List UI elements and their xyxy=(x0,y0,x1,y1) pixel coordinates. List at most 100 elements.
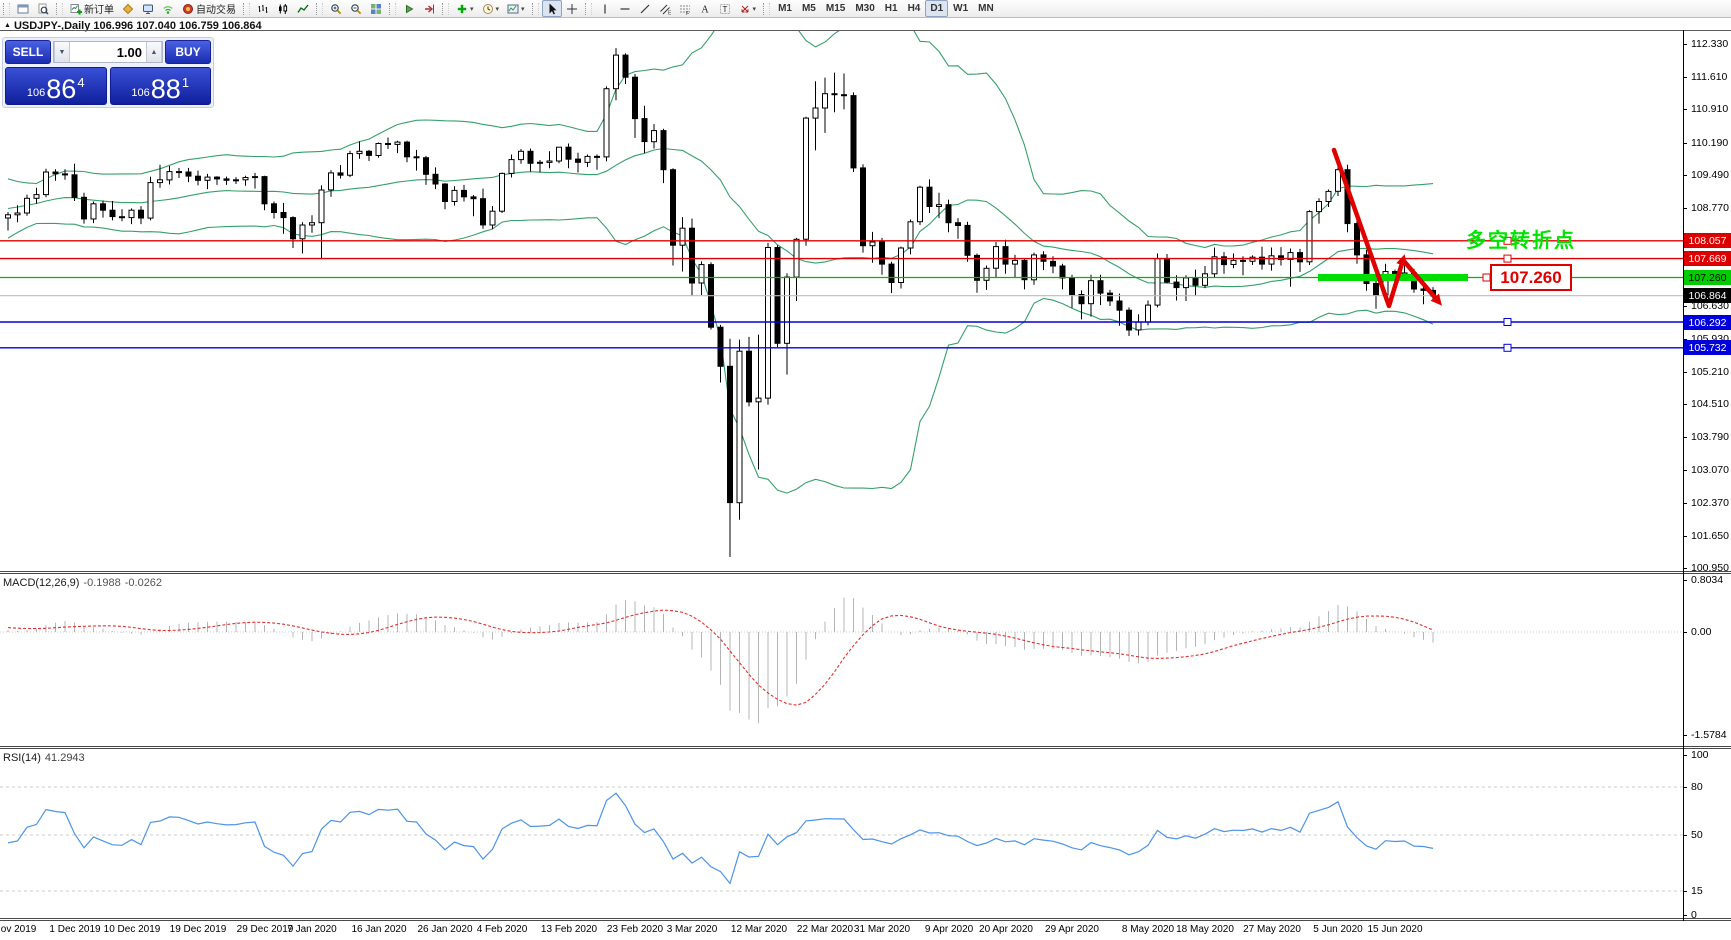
toolbar-cursor-button[interactable] xyxy=(541,0,562,17)
pane-separator[interactable] xyxy=(0,748,1731,749)
timeframe-m5-button[interactable]: M5 xyxy=(801,3,816,14)
toolbar-tile-windows-button[interactable] xyxy=(366,0,386,17)
macd-name: MACD(12,26,9) xyxy=(3,577,80,589)
timeframe-d1-button[interactable]: D1 xyxy=(925,0,949,17)
chevron-down-icon[interactable]: ▾ xyxy=(495,5,500,13)
toolbar-zoom-in-button[interactable] xyxy=(326,0,346,17)
hline-handle[interactable] xyxy=(1503,254,1512,263)
toolbar-text-label-tool-button[interactable]: T xyxy=(715,0,735,17)
sell-button[interactable]: SELL xyxy=(5,40,51,64)
candle-body xyxy=(584,155,591,163)
time-axis-label: 5 Jun 2020 xyxy=(1313,924,1363,935)
toolbar-auto-scroll-button[interactable] xyxy=(399,0,419,17)
hline-handle[interactable] xyxy=(1503,343,1512,352)
toolbar-horizontal-line-tool-button[interactable] xyxy=(615,0,635,17)
macd-tick-label: 0.00 xyxy=(1691,626,1712,638)
time-axis-label: 21 Nov 2019 xyxy=(0,924,37,935)
candle-body xyxy=(898,247,904,283)
toolbar-market-watch-button[interactable] xyxy=(138,0,158,17)
hline-handle[interactable] xyxy=(1503,236,1512,245)
price-tick xyxy=(1683,470,1687,471)
toolbar-zoom-out-button[interactable] xyxy=(346,0,366,17)
candle-body xyxy=(62,173,68,176)
rsi-name: RSI(14) xyxy=(3,752,41,764)
timeframe-h1-button[interactable]: H1 xyxy=(884,3,898,14)
pane-separator[interactable] xyxy=(0,571,1731,572)
rsi-tick xyxy=(1683,891,1687,892)
candle-body xyxy=(936,204,942,207)
price-tick-label: 110.910 xyxy=(1691,103,1729,115)
candle-body xyxy=(214,176,220,180)
timeframe-m1-button[interactable]: M1 xyxy=(778,3,792,14)
toolbar-crosshair-button[interactable] xyxy=(562,0,582,17)
toolbar-chart-shift-button[interactable] xyxy=(419,0,439,17)
toolbar-trendline-tool-button[interactable] xyxy=(635,0,655,17)
toolbar-vertical-line-tool-button[interactable] xyxy=(595,0,615,17)
candle-body xyxy=(1069,277,1075,295)
toolbar-templates-button[interactable]: ▾ xyxy=(503,0,529,17)
price-tick-label: 111.610 xyxy=(1691,71,1728,83)
support-band-annotation[interactable] xyxy=(1318,274,1468,281)
toolbar-periods-button[interactable]: ▾ xyxy=(478,0,504,17)
toolbar-signals-button[interactable] xyxy=(158,0,178,17)
chevron-down-icon[interactable]: ▾ xyxy=(470,5,474,13)
chevron-down-icon[interactable]: ▾ xyxy=(521,5,525,13)
price-axis[interactable] xyxy=(1683,30,1684,921)
macd-label: MACD(12,26,9) -0.1988 -0.0262 xyxy=(3,577,166,589)
toolbar-arrows-tool-button[interactable]: ▾ xyxy=(735,0,761,17)
toolbar-bar-chart-mode-button[interactable] xyxy=(253,0,273,17)
price-callout-box[interactable]: 107.260 xyxy=(1490,264,1572,291)
toolbar-text-tool-button[interactable]: A xyxy=(695,0,715,17)
candle-body xyxy=(299,224,306,240)
hline-handle[interactable] xyxy=(1503,318,1512,326)
candle-body xyxy=(1354,223,1360,256)
macd-pane[interactable] xyxy=(0,574,1731,746)
timeframe-mn-button[interactable]: MN xyxy=(978,3,994,14)
toolbar-fibonacci-tool-button[interactable]: F xyxy=(675,0,695,17)
timeframe-w1-button[interactable]: W1 xyxy=(953,3,969,14)
candle-body xyxy=(527,150,534,164)
autotrade-icon xyxy=(183,3,193,14)
price-chart[interactable] xyxy=(0,0,1731,571)
toolbar-channel-tool-button[interactable]: E xyxy=(655,0,675,17)
volume-up-button[interactable]: ▲ xyxy=(146,42,162,62)
time-axis-label: 26 Jan 2020 xyxy=(417,924,473,935)
candle-body xyxy=(1230,259,1237,265)
volume-down-button[interactable]: ▼ xyxy=(54,42,70,62)
sell-price-button[interactable]: 106 86 4 xyxy=(5,67,107,105)
pane-separator[interactable] xyxy=(0,573,1731,574)
volume-value[interactable]: 1.00 xyxy=(116,44,142,60)
volume-stepper: ▼ 1.00 ▲ xyxy=(53,41,163,63)
toolbar-history-center-button[interactable] xyxy=(118,0,138,17)
text-a-icon: A xyxy=(701,4,709,15)
candle-body xyxy=(717,326,724,367)
toolbar-print-preview-button[interactable] xyxy=(33,0,53,17)
timeframe-h4-button[interactable]: H4 xyxy=(907,3,921,14)
timeframe-m15-button[interactable]: M15 xyxy=(825,3,846,14)
buy-button[interactable]: BUY xyxy=(165,40,211,64)
timeframe-m30-button[interactable]: M30 xyxy=(855,3,875,14)
toolbar-new-order-button[interactable]: 新订单 xyxy=(66,0,118,17)
toolbar-line-chart-mode-button[interactable] xyxy=(293,0,313,17)
toolbar-chart-window-button[interactable] xyxy=(13,0,33,17)
rsi-pane[interactable] xyxy=(0,749,1731,918)
price-tick-label: 101.650 xyxy=(1691,530,1729,542)
price-box-108.057: 108.057 xyxy=(1684,233,1731,248)
price-tick xyxy=(1683,175,1687,176)
pivot-annotation-text[interactable]: 多空转折点 xyxy=(1466,230,1576,252)
buy-price-button[interactable]: 106 88 1 xyxy=(109,67,211,105)
pane-separator[interactable] xyxy=(0,746,1731,747)
time-axis-label: 15 Jun 2020 xyxy=(1367,924,1423,935)
trendline-icon xyxy=(640,4,649,13)
candle-body xyxy=(461,189,467,198)
chevron-down-icon[interactable]: ▾ xyxy=(752,5,757,13)
candle-body xyxy=(803,117,809,240)
toolbar-candle-chart-mode-button[interactable] xyxy=(273,0,293,17)
callout-handle[interactable] xyxy=(1482,273,1491,282)
toolbar-autotrading-button[interactable]: 自动交易 xyxy=(178,0,240,17)
rsi-tick-label: 50 xyxy=(1691,829,1703,841)
candle-body xyxy=(651,130,657,143)
trend-arrow-annotation[interactable] xyxy=(1331,147,1441,309)
toolbar-indicators-button[interactable]: ▾ xyxy=(452,0,478,17)
